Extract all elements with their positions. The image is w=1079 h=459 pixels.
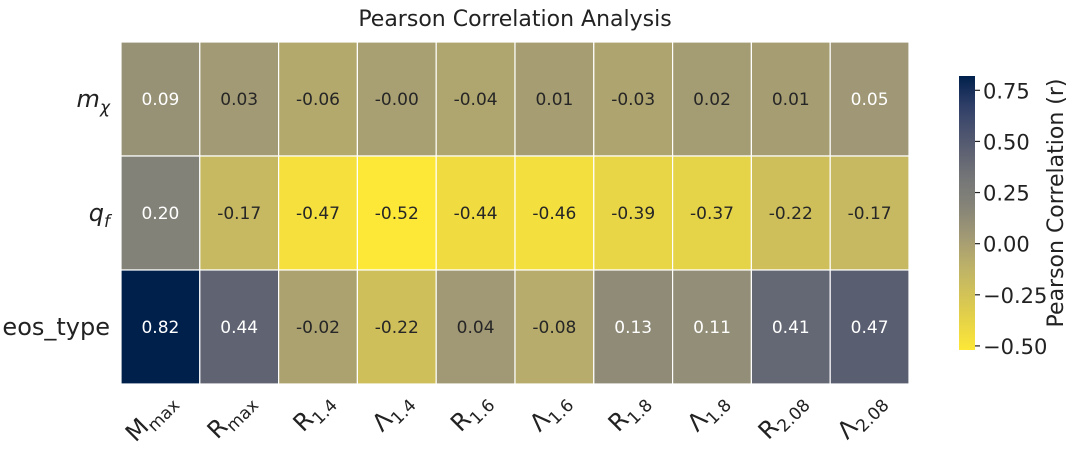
heatmap-cell [671, 269, 752, 385]
column-label: Rmax [202, 386, 263, 447]
heatmap-cell [593, 269, 674, 385]
heatmap-cell [750, 155, 831, 271]
heatmap-cells: 0.09 0.03 -0.06 -0.00 -0.04 0.01 -0.03 0.02 0.01… [120, 41, 910, 385]
colorbar-tick-label: 0.50 [983, 130, 1030, 154]
column-label: R1.6 [445, 386, 499, 440]
cell-value-label: -0.17 [217, 204, 261, 224]
heatmap-cell [829, 269, 910, 385]
heatmap-cell [356, 155, 437, 271]
column-label: Λ2.08 [832, 386, 894, 448]
column-label: R2.08 [753, 386, 815, 448]
heatmap-cell [750, 269, 831, 385]
heatmap-cell [356, 41, 437, 157]
heatmap-cell [671, 41, 752, 157]
cell-value-label: 0.41 [772, 318, 810, 338]
cell-value-label: -0.04 [454, 90, 498, 110]
cell-value-label: -0.22 [769, 204, 813, 224]
cell-value-label: 0.01 [535, 90, 573, 110]
heatmap-cell [199, 155, 280, 271]
heatmap-cell [199, 269, 280, 385]
colorbar-tick-label: 0.00 [983, 233, 1030, 257]
heatmap-cell [435, 41, 516, 157]
chart-title: Pearson Correlation Analysis [358, 7, 671, 32]
heatmap-cell [435, 269, 516, 385]
cell-value-label: 0.01 [772, 90, 810, 110]
heatmap-cell [278, 155, 359, 271]
heatmap-cell [120, 269, 201, 385]
cell-value-label: 0.11 [693, 318, 731, 338]
heatmap-cell [514, 41, 595, 157]
heatmap-cell [593, 155, 674, 271]
cell-value-label: -0.46 [532, 204, 576, 224]
column-label: Λ1.8 [682, 386, 736, 440]
heatmap-cell [278, 269, 359, 385]
colorbar-tick-label: −0.50 [983, 335, 1047, 359]
heatmap-cell [278, 41, 359, 157]
cell-value-label: 0.03 [220, 90, 258, 110]
colorbar-label: Pearson Correlation (r) [1044, 79, 1069, 328]
cell-value-label: -0.22 [375, 318, 419, 338]
cell-value-label: -0.37 [690, 204, 734, 224]
cell-value-label: 0.02 [693, 90, 731, 110]
heatmap-cell [829, 41, 910, 157]
cell-value-label: 0.04 [457, 318, 495, 338]
heatmap-cell [120, 41, 201, 157]
colorbar-tick-label: 0.75 [983, 79, 1030, 103]
column-label: Λ1.6 [524, 386, 578, 440]
cell-value-label: -0.00 [375, 90, 419, 110]
colorbar-tick-label: −0.25 [983, 284, 1047, 308]
cell-value-label: 0.20 [141, 204, 179, 224]
cell-value-label: 0.44 [220, 318, 258, 338]
heatmap-cell [514, 155, 595, 271]
colorbar-gradient [959, 76, 975, 350]
heatmap-cell [671, 155, 752, 271]
row-label: qf [89, 199, 113, 232]
cell-value-label: -0.52 [375, 204, 419, 224]
row-labels: mχ qf eos_type [2, 85, 113, 341]
row-label: mχ [77, 85, 111, 118]
column-label: Mmax [120, 386, 184, 450]
heatmap-cell [829, 155, 910, 271]
colorbar-tick-label: 0.25 [983, 182, 1030, 206]
column-label: Λ1.4 [367, 386, 421, 440]
cell-value-label: 0.82 [141, 318, 179, 338]
row-label: eos_type [2, 313, 110, 341]
cell-value-label: 0.05 [851, 90, 889, 110]
cell-value-label: -0.02 [296, 318, 340, 338]
cell-value-label: -0.08 [532, 318, 576, 338]
cell-value-label: -0.03 [611, 90, 655, 110]
cell-value-label: -0.44 [454, 204, 498, 224]
column-label: R1.4 [288, 386, 342, 440]
cell-value-label: -0.06 [296, 90, 340, 110]
cell-value-label: 0.47 [851, 318, 889, 338]
colorbar: 0.75 0.50 0.25 0.00 −0.25 −0.50 Pearson Correl… [959, 76, 1069, 359]
cell-value-label: 0.09 [141, 90, 179, 110]
column-label: R1.8 [603, 386, 657, 440]
heatmap-cell [199, 41, 280, 157]
cell-value-label: -0.39 [611, 204, 655, 224]
cell-value-label: -0.47 [296, 204, 340, 224]
cell-value-label: -0.17 [848, 204, 892, 224]
cell-value-label: 0.13 [614, 318, 652, 338]
column-labels: Mmax Rmax R1.4 Λ1.4 R1.6 Λ1.6 R1.8 Λ1.8 R2.08 Λ2.… [120, 386, 894, 450]
